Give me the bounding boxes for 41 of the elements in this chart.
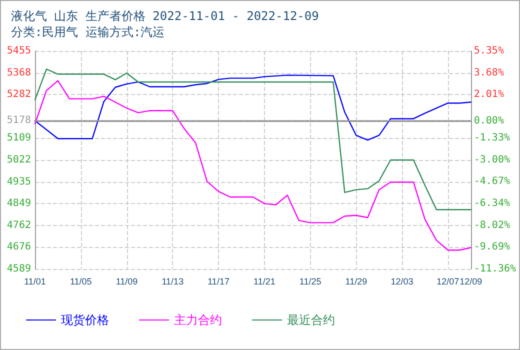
y2-tick-label: 2.01% xyxy=(474,89,504,100)
y2-tick-label: -9.69% xyxy=(474,242,510,253)
y2-tick-label: 0.00% xyxy=(474,115,504,126)
y-tick-label: 5368 xyxy=(6,67,31,78)
x-tick-label: 11/13 xyxy=(162,276,184,286)
x-tick-label: 11/05 xyxy=(70,276,92,286)
y2-tick-label: -4.67% xyxy=(474,176,510,188)
line-series xyxy=(34,74,472,141)
chart-subtitle: 分类:民用气 运输方式:汽运 xyxy=(11,25,165,39)
y-tick-label: 5178 xyxy=(6,115,31,126)
x-tick-label: 12/09 xyxy=(460,276,482,286)
y-tick-label: 4762 xyxy=(6,220,31,231)
y2-tick-label: -6.34% xyxy=(474,198,510,210)
y2-tick-label: -11.36% xyxy=(474,264,516,274)
line-series xyxy=(34,80,472,251)
y-tick-label: 5109 xyxy=(6,132,31,144)
chart-title: 液化气 山东 生产者价格 2022-11-01 - 2022-12-09 xyxy=(11,9,319,23)
y-tick-label: 4589 xyxy=(6,264,31,274)
y2-tick-label: -1.33% xyxy=(474,132,510,144)
x-tick-label: 11/21 xyxy=(253,276,276,286)
legend-label: 主力合约 xyxy=(174,313,222,327)
x-tick-label: 11/09 xyxy=(116,276,138,286)
y-tick-label: 4676 xyxy=(6,242,31,253)
y-tick-label: 5455 xyxy=(6,46,31,56)
y2-tick-label: -8.02% xyxy=(474,220,510,231)
x-tick-label: 12/07 xyxy=(436,276,460,286)
y-tick-label: 5282 xyxy=(6,89,31,100)
legend-label: 最近合约 xyxy=(287,313,335,327)
y-tick-label: 5022 xyxy=(6,154,31,166)
line-series xyxy=(34,68,472,210)
y-tick-label: 4849 xyxy=(6,198,31,210)
y2-tick-label: 3.68% xyxy=(474,67,504,78)
y2-tick-label: 5.35% xyxy=(474,46,504,56)
y2-tick-label: -3.00% xyxy=(474,154,510,166)
x-tick-label: 11/01 xyxy=(24,276,46,286)
x-tick-label: 11/25 xyxy=(299,276,322,286)
x-tick-label: 11/29 xyxy=(345,276,368,286)
legend-label: 现货价格 xyxy=(61,313,109,327)
x-tick-label: 12/03 xyxy=(390,276,414,286)
x-tick-label: 11/17 xyxy=(208,276,230,286)
y-tick-label: 4935 xyxy=(6,176,31,188)
